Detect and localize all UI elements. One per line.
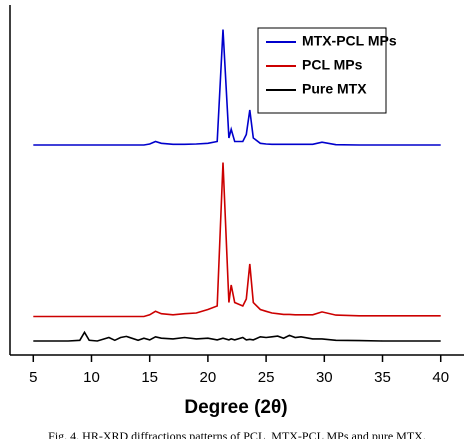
caption: Fig. 4. HR-XRD diffractions patterns of … bbox=[48, 429, 426, 439]
x-axis-label: Degree (2θ) bbox=[184, 397, 287, 418]
x-tick-label: 40 bbox=[432, 369, 449, 386]
x-tick-label: 15 bbox=[141, 369, 158, 386]
series-line bbox=[33, 29, 441, 146]
x-tick-label: 10 bbox=[83, 369, 100, 386]
x-tick-label: 30 bbox=[316, 369, 333, 386]
legend-label: Pure MTX bbox=[302, 81, 367, 97]
x-tick-label: 5 bbox=[29, 369, 37, 386]
x-tick-label: 25 bbox=[258, 369, 275, 386]
x-tick-label: 20 bbox=[200, 369, 217, 386]
x-tick-label: 35 bbox=[374, 369, 391, 386]
legend-label: MTX-PCL MPs bbox=[302, 33, 397, 49]
legend-label: PCL MPs bbox=[302, 57, 363, 73]
series-line bbox=[33, 162, 441, 318]
series-line bbox=[33, 330, 441, 342]
